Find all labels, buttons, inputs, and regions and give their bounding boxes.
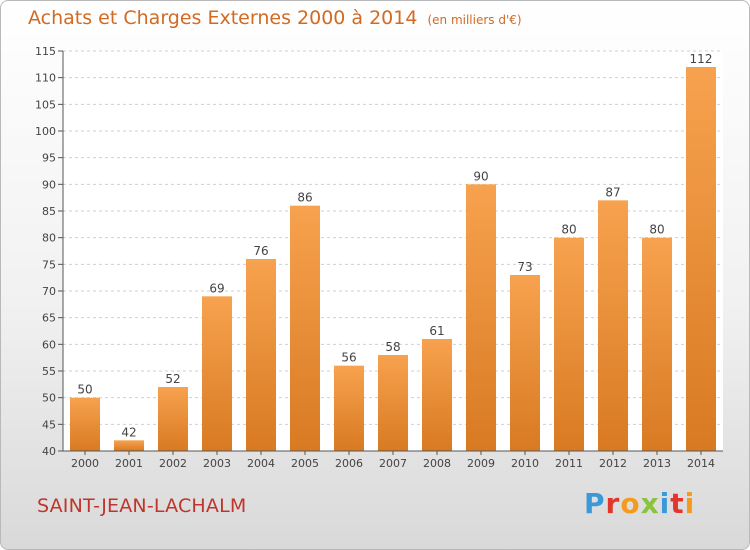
x-tick-label-2000: 2000 (71, 457, 99, 470)
chart-unit-note: (en milliers d'€) (427, 13, 522, 27)
x-tick-label-2002: 2002 (159, 457, 187, 470)
value-label-2009: 90 (473, 169, 488, 183)
y-tick-label: 105 (35, 98, 56, 111)
y-tick-label: 80 (42, 232, 56, 245)
y-tick-label: 85 (42, 205, 56, 218)
x-tick-label-2009: 2009 (467, 457, 495, 470)
value-label-2000: 50 (77, 383, 92, 397)
chart-title-text: Achats et Charges Externes 2000 à 2014 (28, 7, 418, 29)
value-label-2014: 112 (690, 52, 713, 66)
bar-2000 (70, 397, 100, 451)
y-tick-label: 90 (42, 178, 56, 191)
value-label-2007: 58 (385, 340, 400, 354)
bar-2002 (158, 387, 188, 451)
y-tick-label: 75 (42, 258, 56, 271)
bars: 50 42 52 69 76 86 56 58 61 90 73 80 87 80 112 (70, 52, 716, 452)
axes: 40 45 50 55 60 65 70 75 80 85 90 95 100 105 110 115 2000… (35, 45, 723, 470)
bar-2004 (246, 259, 276, 451)
bar-2005 (290, 205, 320, 451)
value-label-2008: 61 (429, 324, 444, 338)
chart-title: Achats et Charges Externes 2000 à 2014 (e… (28, 7, 522, 29)
x-tick-label-2004: 2004 (247, 457, 275, 470)
value-label-2010: 73 (517, 260, 532, 274)
y-tick-label: 40 (42, 445, 56, 458)
bar-2003 (202, 296, 232, 451)
y-tick-label: 100 (35, 125, 56, 138)
y-tick-label: 95 (42, 152, 56, 165)
logo-letter: r (605, 487, 621, 520)
value-label-2003: 69 (209, 281, 224, 295)
bar-2008 (422, 339, 452, 451)
proxiti-logo: Proxiti (584, 487, 695, 520)
x-tick-label-2012: 2012 (599, 457, 627, 470)
bar-2012 (598, 200, 628, 451)
y-tick-label: 115 (35, 45, 56, 58)
value-label-2005: 86 (297, 191, 312, 205)
bar-2001 (114, 440, 144, 451)
logo-letter: t (670, 487, 685, 520)
logo-letter: i (684, 487, 696, 520)
x-tick-label-2010: 2010 (511, 457, 539, 470)
value-label-2001: 42 (121, 425, 136, 439)
bar-2009 (466, 184, 496, 452)
value-label-2006: 56 (341, 351, 356, 365)
grid-lines (63, 50, 723, 452)
value-label-2011: 80 (561, 223, 576, 237)
x-tick-label-2014: 2014 (687, 457, 715, 470)
value-label-2002: 52 (165, 372, 180, 386)
bar-2006 (334, 365, 364, 451)
logo-letter: i (659, 487, 671, 520)
x-tick-label-2013: 2013 (643, 457, 671, 470)
bar-2011 (554, 237, 584, 451)
bar-2007 (378, 355, 408, 451)
y-tick-label: 50 (42, 392, 56, 405)
bar-2013 (642, 237, 672, 451)
value-label-2012: 87 (605, 185, 620, 199)
value-label-2013: 80 (649, 223, 664, 237)
location-name: SAINT-JEAN-LACHALM (37, 495, 247, 517)
x-tick-label-2007: 2007 (379, 457, 407, 470)
y-tick-label: 110 (35, 72, 56, 85)
x-tick-label-2001: 2001 (115, 457, 143, 470)
logo-letter: P (584, 487, 606, 520)
y-tick-label: 60 (42, 338, 56, 351)
bar-2014 (686, 67, 716, 451)
x-tick-label-2011: 2011 (555, 457, 583, 470)
value-label-2004: 76 (253, 244, 268, 258)
y-tick-label: 65 (42, 312, 56, 325)
logo-letter: o (620, 487, 641, 520)
y-tick-label: 45 (42, 418, 56, 431)
x-tick-label-2003: 2003 (203, 457, 231, 470)
x-tick-label-2006: 2006 (335, 457, 363, 470)
y-tick-label: 70 (42, 285, 56, 298)
y-tick-label: 55 (42, 365, 56, 378)
logo-letter: x (640, 487, 660, 520)
x-tick-label-2005: 2005 (291, 457, 319, 470)
bar-2010 (510, 275, 540, 451)
x-tick-label-2008: 2008 (423, 457, 451, 470)
